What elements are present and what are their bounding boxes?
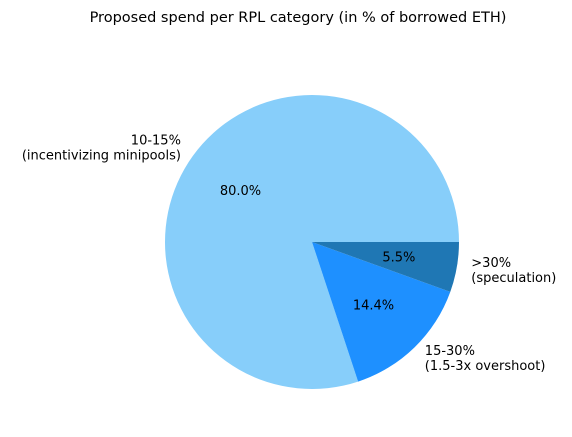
pie-slice-2 xyxy=(312,242,459,292)
pie-slices xyxy=(164,95,459,390)
pie-pct-label-0: 80.0% xyxy=(220,184,261,199)
pie-category-label-line: (1.5-3x overshoot) xyxy=(425,359,546,374)
pie-category-label-2: >30% (speculation) xyxy=(471,256,556,286)
pie-category-label-line: 15-30% xyxy=(425,344,475,359)
pie-category-label-1: 15-30% (1.5-3x overshoot) xyxy=(425,344,546,374)
chart-title: Proposed spend per RPL category (in % of… xyxy=(90,10,507,26)
pie-category-label-line: (incentivizing minipools) xyxy=(22,148,181,163)
pie-slice-1 xyxy=(312,242,451,382)
pie-category-label-0: 10-15% (incentivizing minipools) xyxy=(22,133,181,163)
pie-labels: 80.0% 10-15% (incentivizing minipools) 14.4… xyxy=(22,133,557,374)
pie-slice-0 xyxy=(164,95,459,390)
pie-pct-label-2: 5.5% xyxy=(382,251,415,266)
pie-category-label-line: >30% xyxy=(471,256,511,271)
pie-pct-label-1: 14.4% xyxy=(353,299,394,314)
pie-category-label-line: (speculation) xyxy=(471,271,556,286)
pie-category-label-line: 10-15% xyxy=(131,133,181,148)
